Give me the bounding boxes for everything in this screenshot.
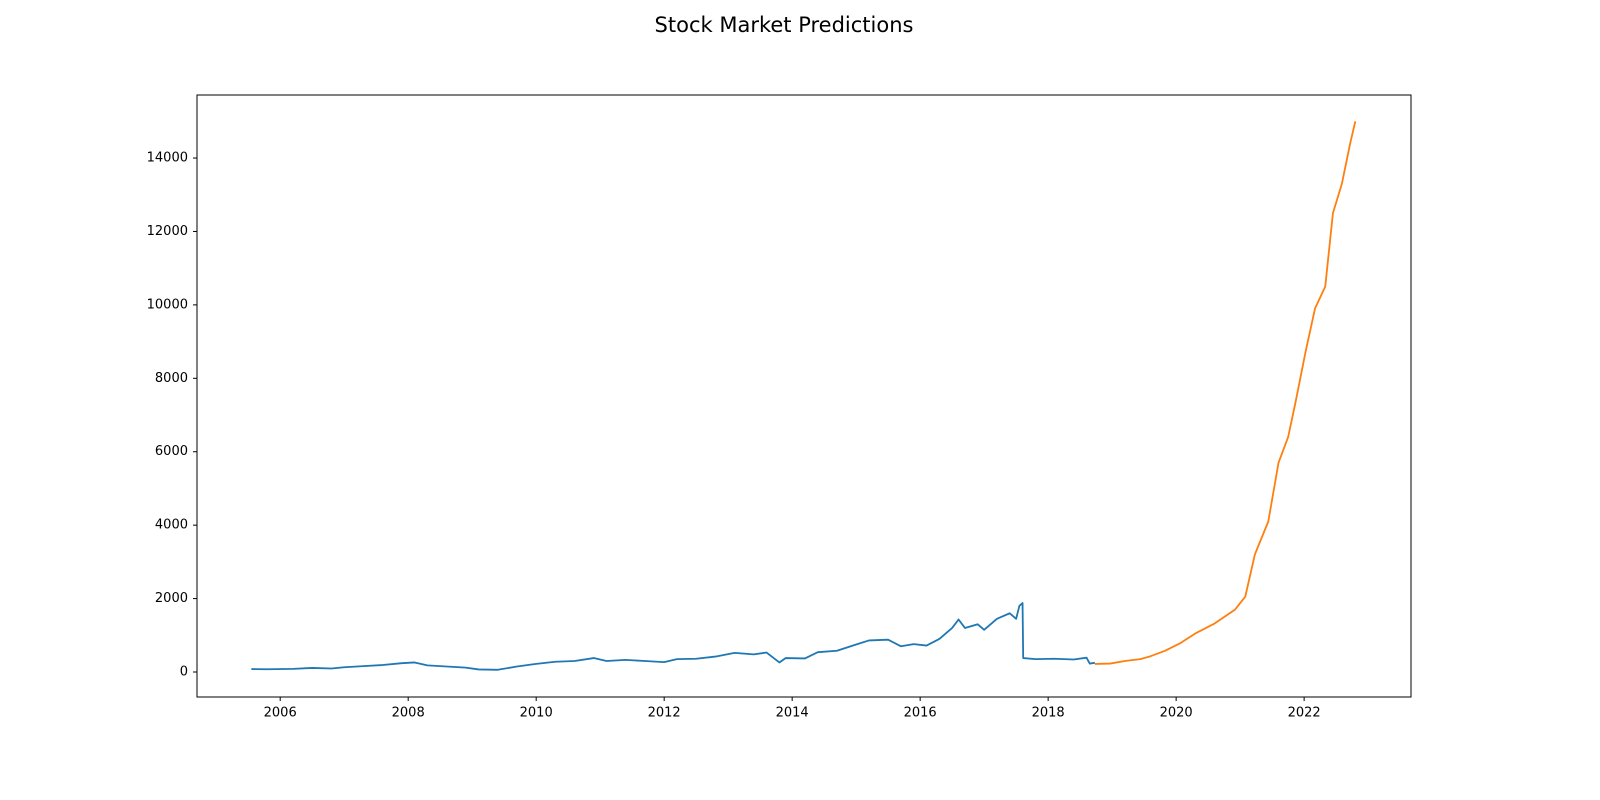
y-tick-label: 10000	[147, 297, 188, 312]
x-tick-label: 2018	[1032, 706, 1065, 721]
y-tick-label: 4000	[155, 518, 188, 533]
y-tick-label: 12000	[147, 224, 188, 239]
x-tick-label: 2020	[1160, 706, 1193, 721]
x-tick-label: 2006	[264, 706, 297, 721]
y-tick-label: 14000	[147, 151, 188, 166]
x-tick-label: 2016	[904, 706, 937, 721]
chart-title: Stock Market Predictions	[655, 13, 914, 37]
y-tick-label: 6000	[155, 444, 188, 459]
series-line	[251, 602, 1095, 671]
y-tick-label: 0	[180, 664, 188, 679]
series-line	[1094, 121, 1357, 665]
x-tick-label: 2008	[392, 706, 425, 721]
y-tick-label: 8000	[155, 371, 188, 386]
x-tick-label: 2012	[648, 706, 681, 721]
x-tick-label: 2014	[776, 706, 809, 721]
x-tick-label: 2022	[1288, 706, 1321, 721]
x-tick-label: 2010	[520, 706, 553, 721]
y-tick-label: 2000	[155, 591, 188, 606]
plot-frame	[196, 94, 1412, 698]
